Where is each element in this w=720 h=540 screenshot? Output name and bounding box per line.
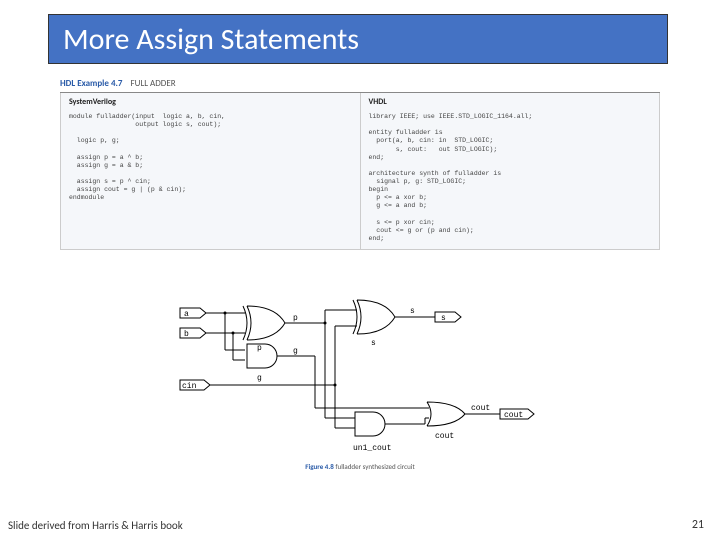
- gate-or-cout: [427, 402, 465, 426]
- port-b: b: [180, 328, 206, 339]
- figure-label: Figure 4.8: [305, 462, 334, 471]
- svg-text:cout: cout: [504, 411, 523, 420]
- svg-text:s: s: [371, 339, 376, 348]
- gate-xor-p: [243, 306, 285, 340]
- panel-right-title: VHDL: [369, 97, 652, 107]
- code-panels: SystemVerilog module fulladder(input log…: [60, 92, 660, 250]
- footer-credit: Slide derived from Harris & Harris book: [8, 519, 183, 532]
- panel-systemverilog: SystemVerilog module fulladder(input log…: [60, 93, 361, 250]
- panel-right-code: library IEEE; use IEEE.STD_LOGIC_1164.al…: [369, 113, 652, 243]
- net-g-label: g: [293, 347, 298, 356]
- port-a: a: [180, 308, 206, 319]
- gate-un1-label: un1_cout: [353, 444, 391, 453]
- example-name: FULL ADDER: [131, 78, 176, 89]
- title-bar: More Assign Statements: [48, 14, 668, 64]
- gate-cout-label: cout: [435, 432, 454, 441]
- port-s: s: [435, 312, 461, 323]
- net-p-label: p: [293, 314, 298, 323]
- svg-text:p: p: [257, 344, 262, 353]
- net-s-label: s: [410, 307, 415, 316]
- svg-text:cin: cin: [182, 382, 197, 391]
- panel-left-title: SystemVerilog: [69, 97, 352, 107]
- svg-text:b: b: [184, 330, 189, 339]
- gate-and-un1: [355, 412, 385, 436]
- svg-text:g: g: [257, 374, 262, 383]
- figure-text: fulladder synthesized circuit: [335, 462, 414, 471]
- circuit-diagram: a b cin p p g g: [175, 290, 545, 460]
- port-cout: cout: [500, 409, 534, 420]
- example-header: HDL Example 4.7 FULL ADDER: [60, 78, 176, 89]
- example-label: HDL Example 4.7: [60, 78, 122, 89]
- gate-xor-s: [353, 300, 395, 334]
- svg-text:s: s: [441, 314, 446, 323]
- net-cout-label: cout: [471, 404, 490, 413]
- panel-vhdl: VHDL library IEEE; use IEEE.STD_LOGIC_11…: [361, 93, 661, 250]
- panel-left-code: module fulladder(input logic a, b, cin, …: [69, 113, 352, 202]
- figure-caption: Figure 4.8 fulladder synthesized circuit: [0, 462, 720, 471]
- svg-text:a: a: [184, 310, 189, 319]
- gate-and-g: [247, 344, 277, 368]
- slide-title: More Assign Statements: [63, 21, 359, 58]
- port-cin: cin: [180, 380, 210, 391]
- page-number: 21: [692, 518, 704, 532]
